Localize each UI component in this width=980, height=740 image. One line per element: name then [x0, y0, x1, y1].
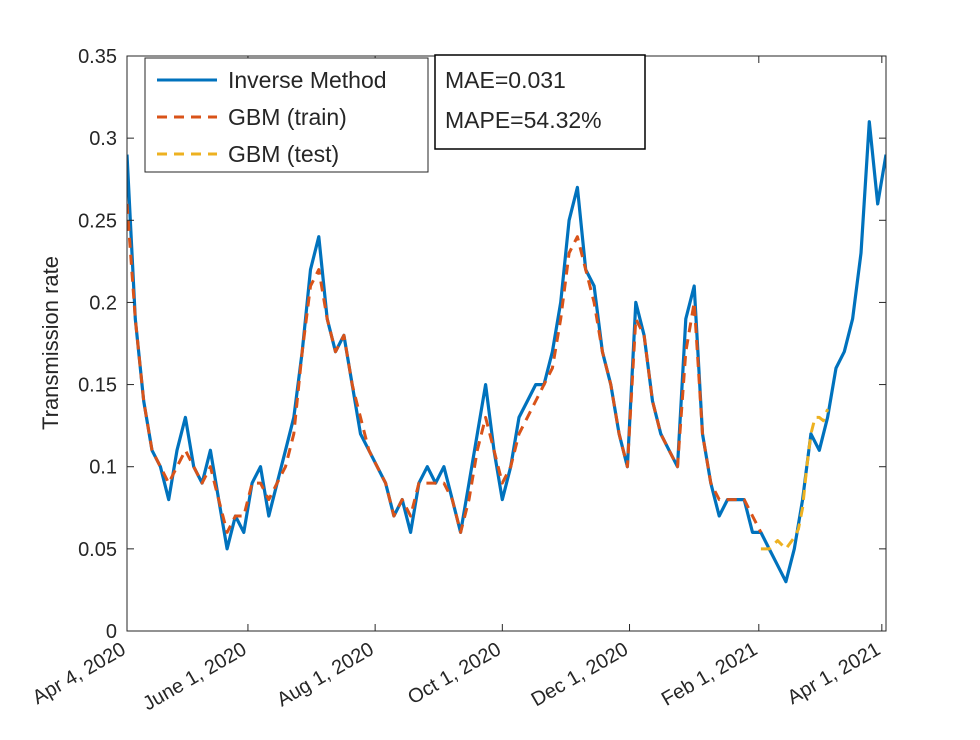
series-line-2 [760, 408, 830, 551]
legend: Inverse Method GBM (train) GBM (test) [144, 57, 429, 173]
y-tick-label: 0.15 [78, 375, 117, 397]
y-tick-label: 0.2 [89, 292, 117, 314]
y-tick-label: 0.25 [78, 210, 117, 232]
legend-label-2: GBM (test) [228, 141, 339, 167]
metrics-annotation-box [434, 54, 646, 150]
legend-label-0: Inverse Method [228, 67, 387, 93]
mape-text: MAPE=54.32% [445, 107, 602, 133]
y-axis-label: Transmission rate [38, 256, 63, 430]
mae-text: MAE=0.031 [445, 67, 566, 93]
y-tick-label: 0.1 [89, 457, 117, 479]
series-layer [127, 120, 886, 584]
y-tick-label: 0.05 [78, 539, 117, 561]
metrics-annotation: MAE=0.031 MAPE=54.32% [434, 54, 646, 150]
legend-label-1: GBM (train) [228, 104, 347, 130]
series-line-1 [127, 203, 763, 534]
y-tick-label: 0.35 [78, 46, 117, 68]
y-tick-label: 0 [106, 621, 117, 643]
y-tick-label: 0.3 [89, 128, 117, 150]
